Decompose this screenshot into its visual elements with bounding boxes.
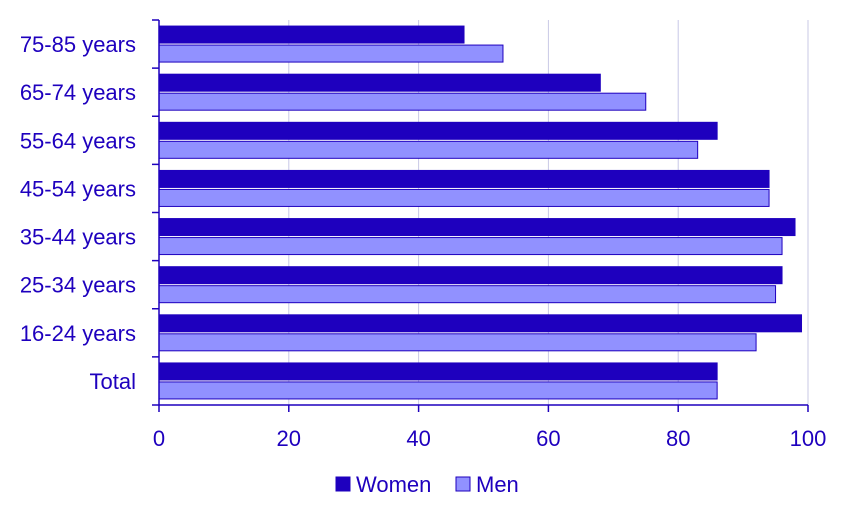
category-label-65-74-years: 65-74 years <box>20 80 136 105</box>
category-label-75-85-years: 75-85 years <box>20 32 136 57</box>
legend-swatch-men <box>455 476 471 492</box>
x-tick-label-40: 40 <box>406 426 430 451</box>
bar-men-75-85-years <box>158 44 504 63</box>
bar-men-65-74-years <box>158 92 647 111</box>
category-label-45-54-years: 45-54 years <box>20 176 136 201</box>
category-label-55-64-years: 55-64 years <box>20 128 136 153</box>
legend-swatch-women <box>335 476 351 492</box>
category-label-25-34-years: 25-34 years <box>20 273 136 298</box>
axes <box>152 19 809 412</box>
legend-label-men: Men <box>476 472 519 497</box>
category-label-16-24-years: 16-24 years <box>20 321 136 346</box>
bar-men-16-24-years <box>158 333 757 352</box>
x-tick-label-0: 0 <box>153 426 165 451</box>
category-label-35-44-years: 35-44 years <box>20 225 136 250</box>
legend-label-women: Women <box>356 472 431 497</box>
bar-women-35-44-years <box>158 218 796 237</box>
bar-women-25-34-years <box>158 266 783 285</box>
bar-women-65-74-years <box>158 73 601 92</box>
bar-men-55-64-years <box>158 140 699 159</box>
bar-men-35-44-years <box>158 237 783 256</box>
bar-women-16-24-years <box>158 314 803 333</box>
x-tick-label-20: 20 <box>277 426 301 451</box>
x-tick-label-100: 100 <box>790 426 827 451</box>
legend: Women Men <box>335 472 519 497</box>
bar-men-25-34-years <box>158 285 777 304</box>
bar-women-total <box>158 362 718 381</box>
bar-men-total <box>158 381 718 400</box>
x-tick-label-80: 80 <box>666 426 690 451</box>
category-label-total: Total <box>90 369 136 394</box>
bar-women-55-64-years <box>158 121 718 140</box>
bars <box>158 25 803 400</box>
bar-men-45-54-years <box>158 188 770 207</box>
bar-women-75-85-years <box>158 25 465 44</box>
x-tick-label-60: 60 <box>536 426 560 451</box>
bar-women-45-54-years <box>158 169 770 188</box>
category-labels: 75-85 years 65-74 years 55-64 years 45-54 y… <box>20 32 136 394</box>
tick-labels: 0 20 40 60 80 100 <box>153 426 826 451</box>
